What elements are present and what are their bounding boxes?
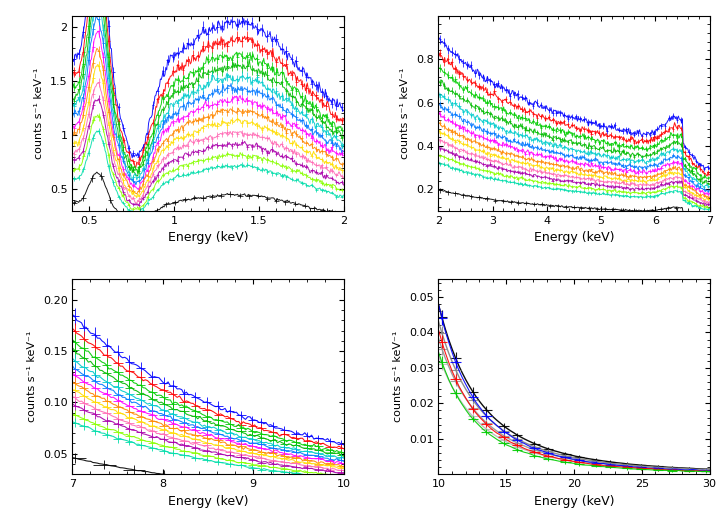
Y-axis label: counts s⁻¹ keV⁻¹: counts s⁻¹ keV⁻¹ [393, 331, 403, 423]
X-axis label: Energy (keV): Energy (keV) [168, 231, 248, 245]
X-axis label: Energy (keV): Energy (keV) [534, 495, 614, 508]
Y-axis label: counts s⁻¹ keV⁻¹: counts s⁻¹ keV⁻¹ [400, 67, 411, 159]
X-axis label: Energy (keV): Energy (keV) [534, 231, 614, 245]
Y-axis label: counts s⁻¹ keV⁻¹: counts s⁻¹ keV⁻¹ [28, 331, 37, 423]
X-axis label: Energy (keV): Energy (keV) [168, 495, 248, 508]
Y-axis label: counts s⁻¹ keV⁻¹: counts s⁻¹ keV⁻¹ [34, 67, 44, 159]
